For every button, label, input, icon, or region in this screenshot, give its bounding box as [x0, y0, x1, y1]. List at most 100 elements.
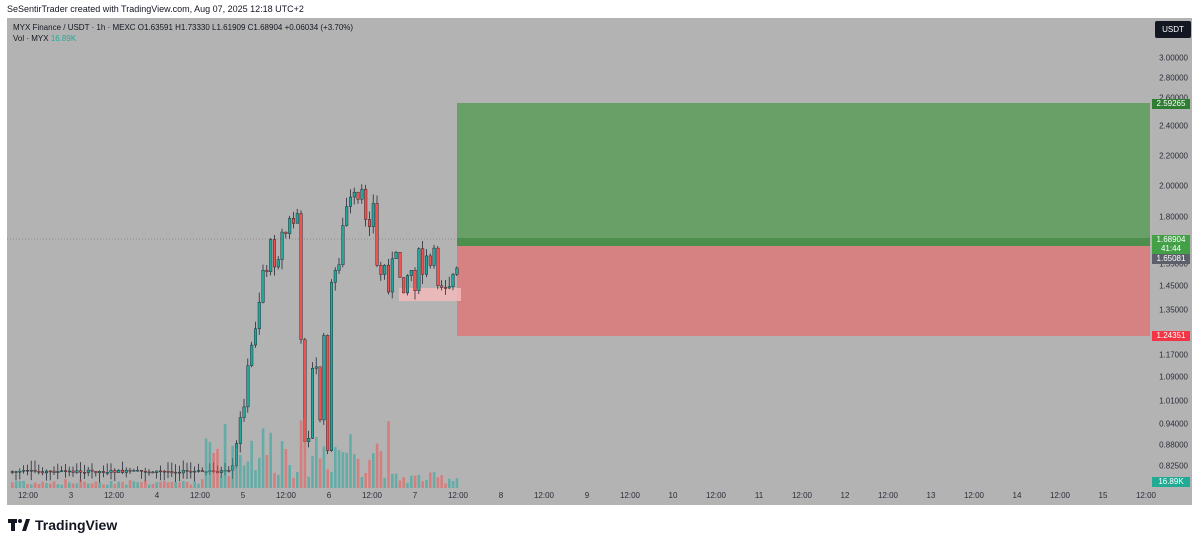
candle-body	[177, 471, 181, 474]
time-tick-label: 12:00	[619, 491, 641, 500]
tradingview-logo-icon	[8, 519, 30, 531]
candle-body	[330, 282, 334, 451]
tradingview-logo[interactable]: TradingView	[8, 517, 117, 533]
candle-body	[41, 471, 45, 474]
currency-unit-button[interactable]: USDT	[1155, 21, 1191, 38]
time-tick-label: 12	[840, 491, 850, 500]
candle-body	[284, 231, 288, 234]
candle-body	[299, 213, 303, 340]
candle-body	[318, 366, 322, 421]
candlestick-chart[interactable]	[7, 18, 1150, 488]
candle-body	[314, 366, 318, 369]
time-tick-label: 12:00	[791, 491, 813, 500]
volume-bar	[14, 481, 18, 488]
volume-bar	[402, 477, 405, 488]
volume-bar	[360, 476, 364, 488]
candle-body	[136, 470, 140, 472]
candle-body	[143, 471, 147, 473]
candle-body	[170, 471, 174, 474]
price-tick-label: 1.80000	[1159, 212, 1188, 222]
volume-bar	[90, 483, 94, 488]
candle-body	[341, 225, 345, 265]
candle-body	[98, 471, 102, 474]
candle-body	[379, 265, 383, 275]
volume-bar	[303, 418, 307, 488]
candle-body	[174, 471, 178, 474]
volume-bar	[37, 483, 41, 488]
volume-bar	[280, 441, 284, 488]
candle-body	[113, 470, 117, 473]
time-tick-label: 12:00	[17, 491, 39, 500]
candle-body	[139, 470, 143, 472]
candle-body	[10, 471, 14, 473]
time-axis[interactable]: 12:00 3 12:00 4 12:00 5 12:00 6 12:00 7 12:00 8 12:0…	[7, 488, 1156, 505]
volume-bar	[451, 481, 455, 488]
price-plot[interactable]: MYX Finance / USDT · 1h · MEXC O1.63591 …	[7, 18, 1150, 488]
candle-body	[265, 270, 269, 272]
candle-body	[79, 470, 83, 473]
volume-bar	[349, 434, 352, 488]
candle-body	[189, 470, 193, 473]
candle-body	[371, 203, 375, 227]
volume-bar	[147, 484, 151, 488]
stop-price-tag: 1.24351	[1152, 331, 1190, 341]
chart-legend: MYX Finance / USDT · 1h · MEXC O1.63591 …	[13, 22, 353, 44]
candle-body	[250, 344, 254, 366]
volume-bar	[98, 482, 101, 488]
candle-body	[261, 270, 265, 303]
volume-bar	[417, 474, 421, 488]
candle-body	[451, 274, 455, 287]
candle-body	[185, 470, 189, 472]
volume-bar	[144, 480, 147, 488]
volume-bar	[292, 477, 295, 488]
candle-body	[390, 258, 394, 293]
volume-bar	[45, 482, 48, 488]
volume-bar	[364, 472, 367, 488]
candle-body	[166, 471, 170, 473]
price-tick-label: 1.35000	[1159, 305, 1188, 315]
candle-body	[48, 470, 52, 473]
time-tick-label: 11	[754, 491, 764, 500]
volume-bar	[242, 465, 246, 488]
candle-body	[105, 472, 109, 474]
chart-area[interactable]: MYX Finance / USDT · 1h · MEXC O1.63591 …	[7, 18, 1192, 505]
candle-body	[109, 470, 113, 473]
volume-bar	[269, 432, 272, 488]
candle-body	[409, 270, 413, 276]
volume-value: 16.89K	[50, 34, 77, 43]
time-tick-label: 15	[1098, 491, 1108, 500]
price-tick-label: 2.60000	[1159, 93, 1188, 103]
volume-bar	[113, 483, 117, 488]
candle-body	[33, 469, 37, 472]
tradingview-wordmark: TradingView	[35, 517, 118, 533]
candle-body	[432, 247, 436, 266]
candle-body	[90, 469, 94, 472]
candle-body	[337, 264, 341, 271]
volume-bar	[79, 479, 82, 488]
volume-bar	[163, 481, 166, 488]
volume-bar	[406, 482, 409, 488]
time-tick-label: 12:00	[533, 491, 555, 500]
volume-bar	[71, 483, 75, 488]
candle-body	[196, 470, 200, 472]
candle-body	[421, 248, 425, 275]
volume-bar	[26, 483, 29, 488]
time-tick-label: 3	[68, 491, 74, 500]
volume-bar	[318, 458, 322, 488]
volume-bar	[235, 448, 238, 488]
volume-bar	[75, 483, 79, 488]
candle-body	[360, 188, 364, 200]
candle-body	[292, 218, 296, 224]
time-tick-label: 5	[240, 491, 246, 500]
candle-body	[71, 470, 75, 473]
candle-body	[253, 328, 257, 346]
price-scale[interactable]: USDT 3.00000 2.80000 2.60000 2.40000 2.20000…	[1150, 18, 1192, 505]
volume-bar	[30, 484, 33, 488]
candle-body	[60, 470, 64, 472]
time-tick-label: 12:00	[877, 491, 899, 500]
price-tick-label: 2.80000	[1159, 73, 1188, 83]
time-tick-label: 12:00	[963, 491, 985, 500]
candle-body	[436, 247, 440, 287]
candle-body	[402, 277, 406, 294]
candle-body	[219, 470, 223, 473]
